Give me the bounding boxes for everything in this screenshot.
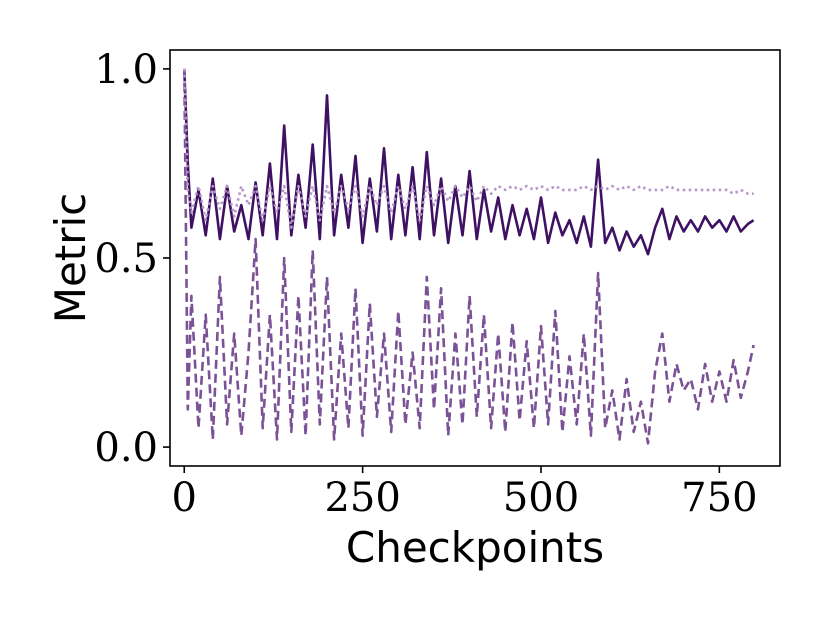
- x-tick-label: 500: [503, 475, 579, 521]
- x-tick-label: 750: [681, 475, 757, 521]
- series-line-dotted: [183, 68, 754, 229]
- plot-frame: [169, 49, 781, 467]
- y-tick-label: 0.5: [94, 236, 158, 282]
- ticks-layer: 0 250 500 750 0.0 0.5 1.0: [94, 47, 757, 521]
- y-axis-label: Metric: [46, 193, 95, 324]
- y-tick-label: 1.0: [94, 47, 158, 93]
- series-line-solid: [183, 68, 755, 256]
- y-tick-label: 0.0: [94, 425, 158, 471]
- x-axis-label: Checkpoints: [346, 523, 604, 572]
- x-tick-label: 250: [324, 475, 400, 521]
- x-tick-label: 0: [172, 475, 197, 521]
- series-line-dashed: [183, 68, 755, 445]
- series-layer: [183, 68, 755, 445]
